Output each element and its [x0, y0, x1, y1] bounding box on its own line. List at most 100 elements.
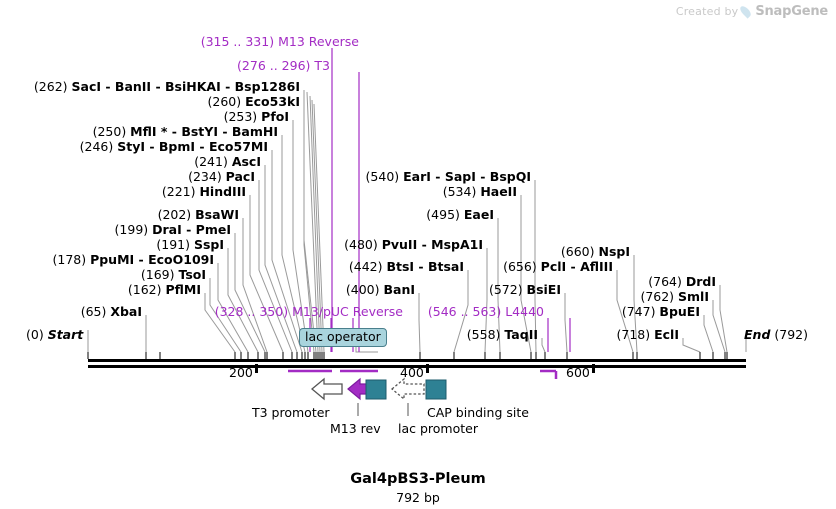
enzyme-name: BanII	[114, 79, 152, 94]
enzyme-label-hindiii[interactable]: (221) HindIII	[162, 185, 246, 198]
label-start: (0) Start	[26, 328, 83, 341]
feature-lac-operator[interactable]	[365, 379, 387, 400]
enzyme-label-pvuii[interactable]: (480) PvuII - MspA1I	[344, 238, 483, 251]
enzyme-position: (178)	[52, 252, 91, 267]
enzyme-name: BspQI	[489, 169, 531, 184]
enzyme-name: SacI	[71, 79, 102, 94]
snapgene-watermark: Created by SnapGene	[676, 4, 828, 19]
enzyme-name: XbaI	[110, 304, 142, 319]
enzyme-position: (480)	[344, 237, 382, 252]
enzyme-label-bani[interactable]: (400) BanI	[346, 283, 415, 296]
enzyme-position: (764)	[648, 274, 686, 289]
feature-label-t3-promoter: T3 promoter	[252, 405, 330, 420]
enzyme-name: BsiEI	[526, 282, 561, 297]
enzyme-position: (234)	[188, 169, 226, 184]
enzyme-name: BpmI	[158, 139, 196, 154]
enzyme-separator: -	[151, 79, 165, 94]
enzyme-name: EaeI	[463, 207, 494, 222]
enzyme-name: DrdI	[685, 274, 716, 289]
enzyme-label-bpuei[interactable]: (747) BpuEI	[622, 305, 700, 318]
enzyme-separator: -	[566, 259, 581, 274]
enzyme-name: MspA1I	[431, 237, 483, 252]
enzyme-label-tsoi[interactable]: (169) TsoI	[141, 268, 206, 281]
enzyme-name: SapI	[444, 169, 476, 184]
enzyme-label-drdi[interactable]: (764) DrdI	[648, 275, 716, 288]
enzyme-label-asci[interactable]: (241) AscI	[194, 155, 261, 168]
enzyme-separator: -	[475, 169, 490, 184]
enzyme-position: (762)	[640, 289, 679, 304]
annotation-lac-operator[interactable]: lac operator	[299, 328, 387, 347]
enzyme-label-pcli[interactable]: (656) PclI - AflIII	[503, 260, 613, 273]
primer-range-m13-reverse: (315 .. 331)	[200, 34, 275, 49]
enzyme-label-ppumi[interactable]: (178) PpuMI - EcoO109I	[52, 253, 214, 266]
enzyme-label-eari[interactable]: (540) EarI - SapI - BspQI	[366, 170, 531, 183]
enzyme-position: (65)	[80, 304, 111, 319]
enzyme-label-bsawi[interactable]: (202) BsaWI	[158, 208, 239, 221]
plasmid-backbone-bottom-strand	[88, 365, 746, 368]
enzyme-name: PvuII	[381, 237, 418, 252]
enzyme-position: (660)	[560, 244, 599, 259]
enzyme-label-saci[interactable]: (262) SacI - BanII - BsiHKAI - Bsp1286I	[34, 80, 300, 93]
enzyme-separator: -	[145, 139, 159, 154]
end-text: End	[744, 327, 771, 342]
primer-label-l4440[interactable]: (546 .. 563) L4440	[428, 305, 544, 318]
enzyme-name: PclI	[540, 259, 567, 274]
enzyme-label-pflmi[interactable]: (162) PflMI	[128, 283, 201, 296]
primer-name-m13-puc-reverse: M13/pUC Reverse	[292, 304, 403, 319]
enzyme-label-taqii[interactable]: (558) TaqII	[467, 328, 538, 341]
enzyme-name: TaqII	[504, 327, 538, 342]
enzyme-name: PfoI	[261, 109, 289, 124]
enzyme-separator: -	[134, 252, 149, 267]
enzyme-label-nspi[interactable]: (660) NspI	[561, 245, 630, 258]
start-text: Start	[47, 327, 84, 342]
enzyme-separator: -	[101, 79, 115, 94]
enzyme-name: BtsI	[386, 259, 415, 274]
enzyme-name: HaeII	[480, 184, 517, 199]
enzyme-name: PpuMI	[90, 252, 135, 267]
enzyme-label-eco53ki[interactable]: (260) Eco53kI	[208, 95, 301, 108]
feature-label-cap-binding-site: CAP binding site	[427, 405, 529, 420]
plasmid-backbone-top-strand	[88, 359, 746, 362]
enzyme-label-haeii[interactable]: (534) HaeII	[443, 185, 517, 198]
enzyme-name: PmeI	[195, 222, 231, 237]
enzyme-name: HindIII	[199, 184, 246, 199]
enzyme-name: BtsaI	[427, 259, 464, 274]
enzyme-label-styi[interactable]: (246) StyI - BpmI - Eco57MI	[80, 140, 268, 153]
ruler-tick-400	[426, 364, 429, 373]
feature-cap-binding-site[interactable]	[425, 379, 447, 400]
primer-label-m13-puc-reverse[interactable]: (328 .. 350) M13/pUC Reverse	[215, 305, 403, 318]
enzyme-name: AflIII	[580, 259, 613, 274]
enzyme-label-ecli[interactable]: (718) EclI	[617, 328, 679, 341]
enzyme-name: AscI	[231, 154, 261, 169]
enzyme-label-btsi[interactable]: (442) BtsI - BtsaI	[349, 260, 464, 273]
enzyme-name: BpuEI	[659, 304, 700, 319]
enzyme-label-pfoi[interactable]: (253) PfoI	[224, 110, 289, 123]
enzyme-label-sspi[interactable]: (191) SspI	[156, 238, 224, 251]
primer-label-m13-reverse[interactable]: (315 .. 331) M13 Reverse	[201, 35, 359, 48]
start-position: (0)	[26, 327, 44, 342]
enzyme-position: (572)	[488, 282, 527, 297]
enzyme-name: EcoO109I	[148, 252, 214, 267]
enzyme-name: BsiHKAI	[165, 79, 221, 94]
feature-t3-promoter[interactable]	[310, 377, 343, 401]
enzyme-label-eaei[interactable]: (495) EaeI	[426, 208, 494, 221]
enzyme-label-bsiei[interactable]: (572) BsiEI	[489, 283, 561, 296]
primer-label-t3[interactable]: (276 .. 296) T3	[237, 59, 330, 72]
enzyme-name: Eco57MI	[208, 139, 268, 154]
enzyme-label-paci[interactable]: (234) PacI	[188, 170, 255, 183]
enzyme-name: EarI	[403, 169, 431, 184]
enzyme-label-mfli[interactable]: (250) MflI * - BstYI - BamHI	[93, 125, 278, 138]
enzyme-separator: -	[217, 124, 232, 139]
primer-range-m13-puc-reverse: (328 .. 350)	[214, 304, 289, 319]
enzyme-label-smli[interactable]: (762) SmlI	[640, 290, 709, 303]
enzyme-position: (202)	[157, 207, 196, 222]
feature-lac-promoter[interactable]	[390, 377, 425, 401]
enzyme-label-drai[interactable]: (199) DraI - PmeI	[115, 223, 231, 236]
enzyme-separator: -	[220, 79, 235, 94]
enzyme-position: (221)	[161, 184, 200, 199]
enzyme-position: (534)	[442, 184, 481, 199]
watermark-brand-text: SnapGene	[755, 4, 828, 19]
enzyme-label-xbai[interactable]: (65) XbaI	[81, 305, 142, 318]
enzyme-position: (747)	[621, 304, 660, 319]
